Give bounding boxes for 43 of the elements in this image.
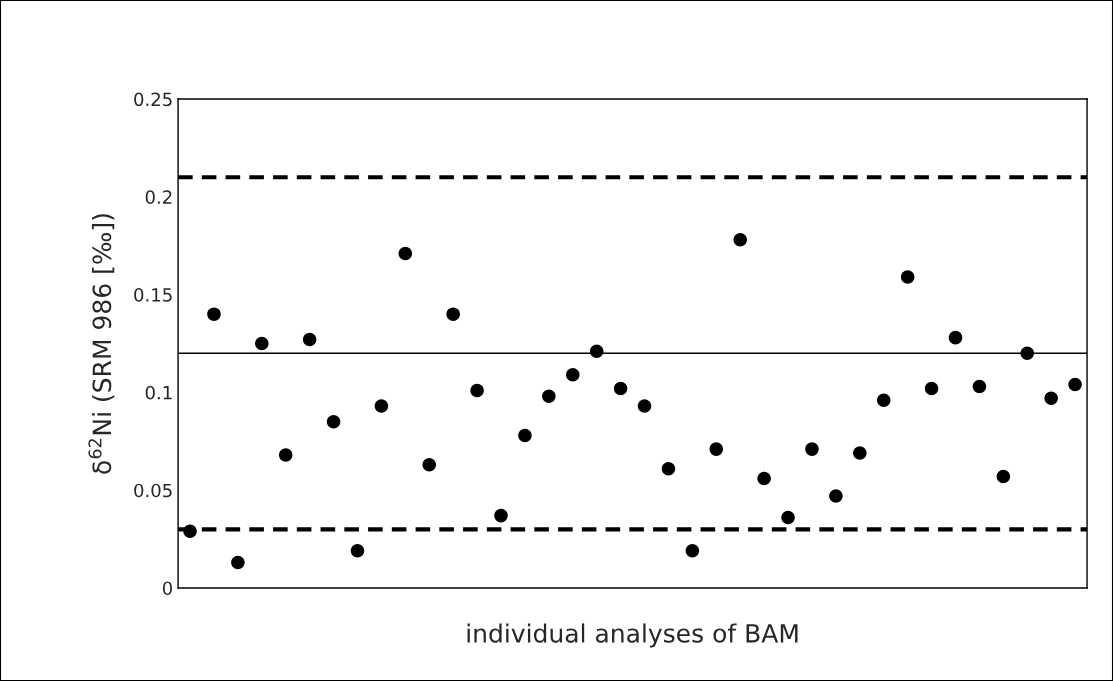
point	[924, 381, 939, 396]
point	[470, 383, 484, 398]
point	[781, 510, 795, 525]
point	[518, 428, 532, 443]
point	[829, 489, 843, 503]
point	[757, 471, 771, 486]
point	[326, 414, 341, 429]
x-axis-title: individual analyses of BAM	[467, 623, 798, 648]
point	[542, 389, 556, 404]
y-tick-label: 0.25	[134, 92, 172, 107]
y-tick-label: 0.1	[145, 385, 172, 400]
point	[566, 368, 580, 382]
point	[350, 544, 365, 558]
point	[733, 233, 747, 247]
point	[278, 448, 293, 462]
point	[709, 442, 724, 456]
point	[853, 446, 867, 460]
point	[948, 330, 963, 345]
point	[613, 381, 628, 396]
point	[422, 457, 437, 472]
point	[398, 246, 413, 261]
point	[637, 399, 652, 413]
point	[446, 307, 460, 321]
y-axis-title: δ$^{62}$Ni (SRM 986 [‰])	[88, 214, 115, 474]
point	[996, 469, 1011, 484]
point	[231, 555, 245, 570]
y-tick-label: 0.15	[134, 288, 172, 302]
y-tick-label: 0	[162, 581, 173, 596]
y-tick-label: 0.05	[134, 483, 172, 498]
point	[661, 461, 676, 476]
point	[255, 336, 269, 351]
y-tick-label: 0.2	[145, 190, 172, 204]
point	[876, 393, 891, 407]
point	[685, 544, 700, 558]
point	[374, 399, 389, 413]
point	[900, 270, 915, 284]
point	[1044, 391, 1058, 406]
point	[207, 307, 221, 321]
point	[972, 379, 987, 394]
point	[805, 442, 819, 456]
point	[1068, 377, 1082, 392]
point	[302, 332, 317, 347]
point	[494, 508, 508, 523]
